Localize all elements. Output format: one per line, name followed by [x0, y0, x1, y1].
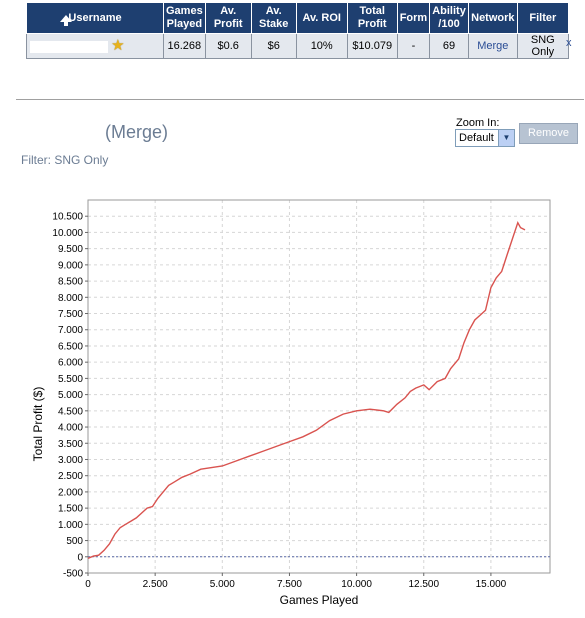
x-tick-label: 2.500: [143, 579, 168, 590]
av-profit-cell: $0.6: [204, 33, 252, 59]
x-axis-title: Games Played: [280, 593, 359, 607]
y-tick-label: 10.000: [52, 228, 83, 239]
profit-line: [87, 220, 526, 560]
av-stake-cell: $6: [250, 33, 297, 59]
remove-row-link[interactable]: x: [566, 37, 572, 49]
zoom-label: Zoom In:: [456, 117, 500, 129]
av-roi-header[interactable]: Av. ROI: [295, 2, 348, 34]
y-tick-label: 500: [66, 536, 83, 547]
ability-header[interactable]: Ability /100: [429, 2, 469, 34]
star-icon[interactable]: ★: [111, 36, 125, 54]
filter-cell: SNG Only: [516, 33, 569, 59]
av-profit-header[interactable]: Av. Profit: [204, 2, 252, 34]
remove-button[interactable]: Remove: [519, 123, 578, 144]
stats-table: Username Games Played Av. Profit Av. Sta…: [26, 2, 569, 59]
form-cell: -: [396, 33, 431, 59]
network-link[interactable]: Merge: [467, 33, 518, 59]
x-tick-label: 12.500: [408, 579, 439, 590]
network-header[interactable]: Network: [467, 2, 518, 34]
total-profit-header[interactable]: Total Profit: [346, 2, 398, 34]
divider: [16, 99, 584, 100]
y-tick-label: 8.000: [58, 293, 83, 304]
x-tick-label: 7.500: [277, 579, 302, 590]
filter-header[interactable]: Filter: [516, 2, 569, 34]
y-tick-label: 7.000: [58, 325, 83, 336]
form-header[interactable]: Form: [396, 2, 431, 34]
av-roi-cell: 10%: [295, 33, 348, 59]
y-axis-ticks: -500 0 500 1.000 1.500 2.000 2.500 3.000 3.500 4.…: [52, 212, 88, 580]
x-axis-ticks: 0 2.500 5.000 7.500 10.000 12.500 15.000: [85, 573, 507, 590]
stats-header-row: Username Games Played Av. Profit Av. Sta…: [26, 2, 569, 34]
y-axis-title: Total Profit ($): [31, 387, 45, 462]
y-tick-label: 0: [77, 552, 83, 563]
zoom-select-value: Default: [459, 132, 494, 144]
total-profit-cell: $10.079: [346, 33, 398, 59]
y-tick-label: 5.000: [58, 390, 83, 401]
y-tick-label: 6.000: [58, 358, 83, 369]
chart-heading: (Merge): [105, 122, 169, 142]
y-tick-label: -500: [63, 569, 83, 580]
y-tick-label: 10.500: [52, 212, 83, 223]
username-cell[interactable]: ★: [26, 33, 164, 59]
x-tick-label: 0: [85, 579, 91, 590]
zoom-select[interactable]: Default ▼: [455, 129, 515, 147]
av-stake-header[interactable]: Av. Stake: [250, 2, 297, 34]
y-tick-label: 4.500: [58, 406, 83, 417]
ability-cell: 69: [429, 33, 469, 59]
y-tick-label: 8.500: [58, 277, 83, 288]
table-row: ★ 16.268 $0.6 $6 10% $10.079 - 69 Merge …: [26, 33, 569, 59]
plot-area: [87, 199, 551, 574]
chart-grid: [87, 200, 550, 574]
username-header[interactable]: Username: [26, 2, 164, 34]
y-tick-label: 2.000: [58, 487, 83, 498]
x-tick-label: 10.000: [341, 579, 372, 590]
sort-arrow-icon[interactable]: [59, 14, 72, 26]
x-tick-label: 15.000: [476, 579, 507, 590]
games-played-header[interactable]: Games Played: [163, 2, 206, 34]
y-tick-label: 1.000: [58, 520, 83, 531]
x-tick-label: 5.000: [210, 579, 235, 590]
profit-chart: -50005001.0001.5002.0002.5003.0003.5004.…: [31, 199, 551, 607]
username-redacted: [30, 41, 108, 54]
y-tick-label: 9.000: [58, 260, 83, 271]
y-tick-label: 1.500: [58, 504, 83, 515]
games-played-cell: 16.268: [163, 33, 206, 59]
y-tick-label: 7.500: [58, 309, 83, 320]
y-tick-label: 9.500: [58, 244, 83, 255]
y-tick-label: 5.500: [58, 374, 83, 385]
y-tick-label: 3.500: [58, 439, 83, 450]
y-tick-label: 3.000: [58, 455, 83, 466]
y-tick-label: 4.000: [58, 423, 83, 434]
chevron-down-icon[interactable]: ▼: [498, 130, 514, 146]
filter-label: Filter: SNG Only: [21, 153, 109, 167]
y-tick-label: 2.500: [58, 471, 83, 482]
y-tick-label: 6.500: [58, 341, 83, 352]
